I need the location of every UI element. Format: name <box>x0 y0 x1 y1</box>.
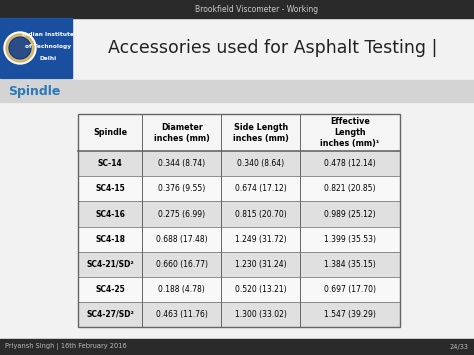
Text: 0.376 (9.55): 0.376 (9.55) <box>158 185 205 193</box>
Text: Side Length
inches (mm): Side Length inches (mm) <box>233 122 289 143</box>
Text: 0.478 (12.14): 0.478 (12.14) <box>324 159 376 168</box>
Text: 0.340 (8.64): 0.340 (8.64) <box>237 159 284 168</box>
Circle shape <box>4 32 36 64</box>
Text: SC4-21/SD²: SC4-21/SD² <box>86 260 134 269</box>
Text: 0.275 (6.99): 0.275 (6.99) <box>158 209 205 219</box>
Text: Diameter
inches (mm): Diameter inches (mm) <box>154 122 210 143</box>
Text: of Technology: of Technology <box>25 44 71 49</box>
Bar <box>78 226 400 252</box>
Circle shape <box>6 34 34 62</box>
Text: Delhi: Delhi <box>39 56 56 61</box>
Bar <box>78 252 400 277</box>
Text: 1.399 (35.53): 1.399 (35.53) <box>324 235 376 244</box>
Text: 24/33: 24/33 <box>450 344 469 350</box>
Circle shape <box>9 37 31 59</box>
Bar <box>0 18 72 78</box>
Text: Spindle: Spindle <box>8 84 60 98</box>
Text: 0.674 (17.12): 0.674 (17.12) <box>235 185 287 193</box>
Text: SC4-25: SC4-25 <box>95 285 125 294</box>
Text: Priyansh Singh | 16th February 2016: Priyansh Singh | 16th February 2016 <box>5 344 127 350</box>
Text: 0.697 (17.70): 0.697 (17.70) <box>324 285 376 294</box>
Text: Effective
Length
inches (mm)¹: Effective Length inches (mm)¹ <box>320 117 380 148</box>
Bar <box>78 277 400 302</box>
Text: 0.815 (20.70): 0.815 (20.70) <box>235 209 287 219</box>
Text: 0.688 (17.48): 0.688 (17.48) <box>156 235 208 244</box>
Text: 0.821 (20.85): 0.821 (20.85) <box>324 185 376 193</box>
Text: 1.249 (31.72): 1.249 (31.72) <box>235 235 287 244</box>
Text: Accessories used for Asphalt Testing |: Accessories used for Asphalt Testing | <box>108 39 438 57</box>
Text: Brookfield Viscometer - Working: Brookfield Viscometer - Working <box>195 5 319 13</box>
Text: 0.188 (4.78): 0.188 (4.78) <box>158 285 205 294</box>
Bar <box>0 80 474 102</box>
Text: 0.344 (8.74): 0.344 (8.74) <box>158 159 205 168</box>
Bar <box>0 0 474 18</box>
Bar <box>78 151 400 176</box>
Text: Indian Institute: Indian Institute <box>22 32 74 37</box>
Text: SC4-16: SC4-16 <box>95 209 125 219</box>
Text: SC4-15: SC4-15 <box>95 185 125 193</box>
Bar <box>78 114 400 327</box>
Text: 0.463 (11.76): 0.463 (11.76) <box>156 310 208 319</box>
Bar <box>0 339 474 355</box>
Text: 1.547 (39.29): 1.547 (39.29) <box>324 310 376 319</box>
Text: 0.520 (13.21): 0.520 (13.21) <box>235 285 287 294</box>
Text: 1.384 (35.15): 1.384 (35.15) <box>324 260 376 269</box>
Text: 0.660 (16.77): 0.660 (16.77) <box>156 260 208 269</box>
Text: 1.300 (33.02): 1.300 (33.02) <box>235 310 287 319</box>
Bar <box>78 176 400 202</box>
Text: SC4-27/SD²: SC4-27/SD² <box>86 310 134 319</box>
Text: 1.230 (31.24): 1.230 (31.24) <box>235 260 287 269</box>
Bar <box>78 114 400 151</box>
Text: Spindle: Spindle <box>93 128 127 137</box>
Text: SC-14: SC-14 <box>98 159 123 168</box>
Text: SC4-18: SC4-18 <box>95 235 125 244</box>
Bar <box>78 202 400 226</box>
Text: 0.989 (25.12): 0.989 (25.12) <box>324 209 376 219</box>
Bar <box>78 302 400 327</box>
